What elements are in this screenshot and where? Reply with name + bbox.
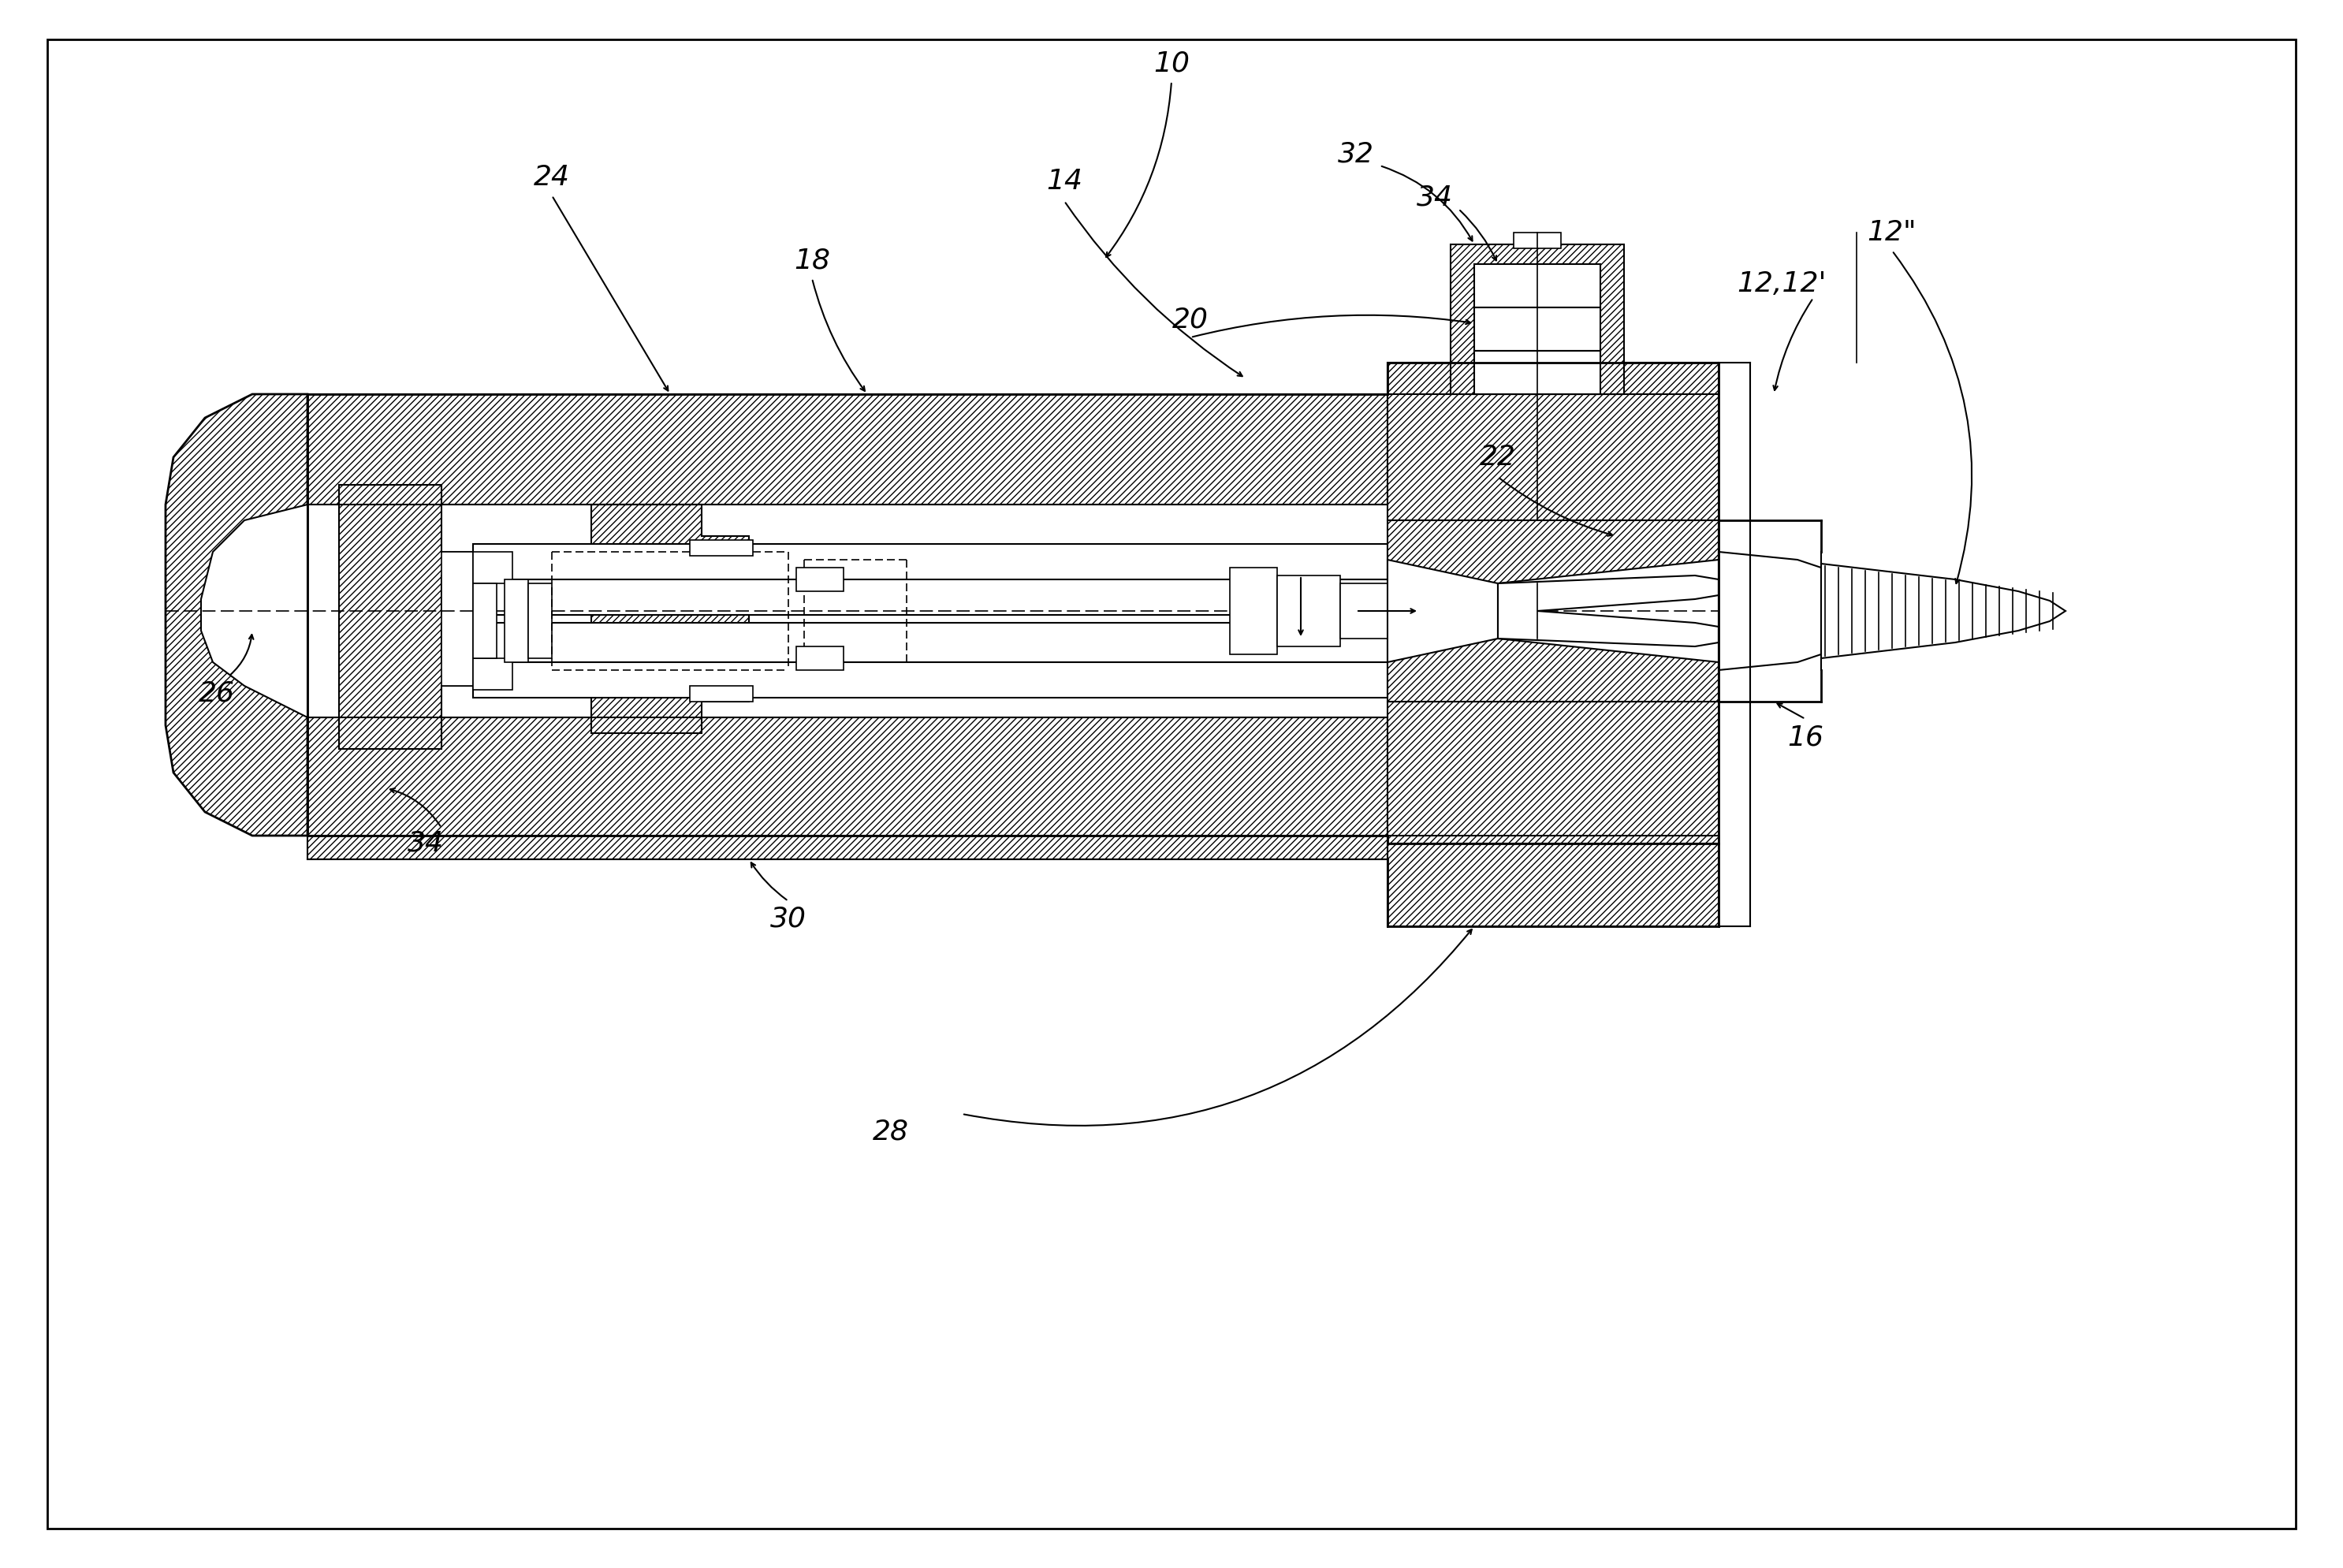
- Bar: [440, 622, 1396, 662]
- Bar: [1277, 575, 1340, 646]
- Text: 10: 10: [1153, 50, 1190, 77]
- Bar: [797, 646, 843, 670]
- Polygon shape: [307, 394, 1387, 505]
- Text: 18: 18: [794, 246, 829, 273]
- Bar: [473, 544, 1387, 580]
- Polygon shape: [1387, 362, 1720, 521]
- Polygon shape: [1387, 701, 1720, 844]
- Bar: [1340, 583, 1387, 638]
- Bar: [473, 552, 513, 583]
- Polygon shape: [1821, 563, 2067, 659]
- Polygon shape: [166, 394, 307, 836]
- Text: 34: 34: [1418, 183, 1453, 210]
- Text: 32: 32: [1338, 140, 1373, 168]
- Bar: [504, 580, 527, 662]
- Bar: [473, 662, 1387, 698]
- Polygon shape: [1720, 552, 1821, 670]
- Polygon shape: [1497, 575, 1720, 646]
- Polygon shape: [1387, 836, 1720, 844]
- Text: 34: 34: [408, 829, 443, 858]
- Polygon shape: [590, 505, 750, 734]
- Bar: [689, 685, 752, 701]
- Polygon shape: [307, 836, 1387, 859]
- Text: 24: 24: [534, 165, 569, 191]
- Text: 12": 12": [1867, 220, 1917, 246]
- Bar: [527, 583, 553, 659]
- Bar: [1474, 351, 1600, 394]
- Bar: [307, 505, 1387, 718]
- Polygon shape: [340, 485, 473, 750]
- Polygon shape: [1387, 362, 1720, 394]
- Bar: [1474, 263, 1600, 307]
- Bar: [1387, 521, 1720, 701]
- Text: 20: 20: [1172, 306, 1209, 332]
- Text: 26: 26: [199, 681, 234, 707]
- Polygon shape: [1387, 844, 1720, 927]
- Text: 12,12': 12,12': [1736, 270, 1828, 298]
- Text: 28: 28: [872, 1118, 909, 1145]
- Polygon shape: [1450, 245, 1624, 394]
- Bar: [473, 580, 1387, 662]
- Bar: [473, 583, 497, 659]
- Bar: [797, 568, 843, 591]
- Bar: [473, 659, 513, 690]
- Polygon shape: [1387, 521, 1720, 701]
- Bar: [689, 539, 752, 555]
- Text: 16: 16: [1788, 724, 1823, 751]
- Bar: [440, 575, 1396, 615]
- Bar: [1230, 568, 1277, 654]
- Bar: [1514, 232, 1560, 248]
- Bar: [440, 552, 473, 685]
- Text: 30: 30: [771, 905, 806, 931]
- Text: 14: 14: [1047, 168, 1082, 194]
- Text: 22: 22: [1481, 444, 1516, 470]
- Polygon shape: [1387, 560, 1497, 662]
- Bar: [1474, 307, 1600, 351]
- Polygon shape: [307, 718, 1387, 836]
- Polygon shape: [201, 505, 307, 718]
